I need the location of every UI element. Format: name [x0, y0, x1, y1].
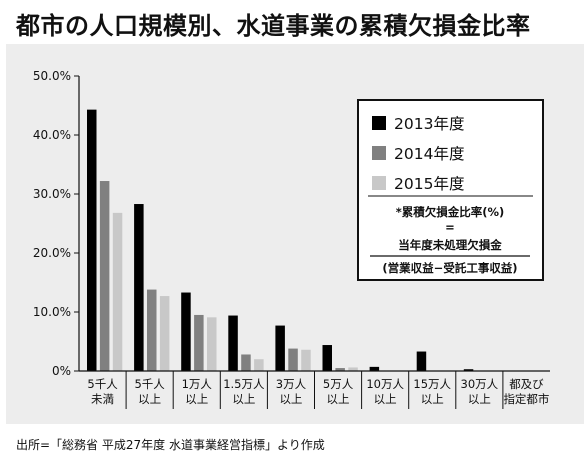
y-tick-label: 40.0%	[33, 128, 71, 142]
legend: *累積欠損金比率(%) = 当年度未処理欠損金 (営業収益−受託工事収益) 20…	[357, 99, 544, 281]
category-label: 5千人	[87, 377, 118, 391]
bar-2014年度-0	[99, 181, 110, 371]
bar-2013年度-8	[463, 369, 474, 371]
category-label: 以上	[468, 392, 491, 406]
bar-2014年度-3	[241, 354, 251, 371]
formula-line4: (営業収益−受託工事収益)	[382, 261, 517, 275]
category-label: 以上	[138, 392, 161, 406]
bar-2013年度-7	[416, 351, 427, 371]
legend-label: 2014年度	[394, 145, 464, 163]
bar-2015年度-2	[207, 317, 217, 371]
category-label: 以上	[232, 392, 255, 406]
category-label: 30万人	[461, 377, 499, 391]
category-label: 未満	[91, 392, 114, 406]
bar-2015年度-4	[301, 349, 311, 371]
bar-2013年度-5	[322, 345, 332, 371]
category-label: 5千人	[134, 377, 165, 391]
legend-label: 2015年度	[394, 175, 464, 193]
legend-box	[357, 99, 544, 281]
formula-line2: =	[445, 220, 455, 234]
formula-line3: 当年度未処理欠損金	[398, 238, 502, 252]
y-tick-label: 30.0%	[33, 187, 71, 201]
bar-2013年度-6	[369, 366, 380, 371]
legend-swatch	[372, 116, 386, 130]
category-label: 5万人	[323, 377, 354, 391]
source-note: 出所=「総務省 平成27年度 水道事業経営指標」より作成	[16, 438, 325, 452]
bar-2013年度-4	[275, 325, 285, 371]
category-label: 1万人	[182, 377, 213, 391]
legend-swatch	[372, 176, 386, 190]
category-label: 15万人	[413, 377, 451, 391]
bar-2013年度-1	[134, 204, 144, 371]
category-label: 以上	[374, 392, 397, 406]
category-label: 以上	[327, 392, 350, 406]
category-label: 10万人	[366, 377, 404, 391]
bar-2014年度-4	[288, 348, 298, 371]
category-label: 指定都市	[503, 392, 549, 406]
category-label: 以上	[185, 392, 208, 406]
category-label: 都及び	[509, 377, 544, 391]
bar-2014年度-5	[335, 368, 345, 371]
bar-2015年度-3	[254, 359, 264, 371]
bar-2015年度-5	[348, 367, 358, 371]
bar-2013年度-3	[228, 315, 238, 371]
bar-2013年度-2	[181, 292, 191, 371]
bar-2015年度-0	[112, 212, 123, 371]
y-tick-label: 20.0%	[33, 246, 71, 260]
legend-swatch	[372, 146, 386, 160]
category-label: 1.5万人	[223, 377, 265, 391]
y-tick-label: 0%	[52, 364, 71, 378]
formula-line1: *累積欠損金比率(%)	[396, 205, 505, 219]
category-label: 以上	[279, 392, 302, 406]
bar-2013年度-0	[87, 109, 97, 371]
bar-2014年度-2	[194, 314, 204, 371]
bar-2015年度-1	[159, 296, 170, 371]
y-tick-label: 50.0%	[33, 69, 71, 83]
y-tick-label: 10.0%	[33, 305, 71, 319]
chart-title: 都市の人口規模別、水道事業の累積欠損金比率	[16, 12, 531, 40]
legend-label: 2013年度	[394, 115, 464, 133]
category-label: 以上	[421, 392, 444, 406]
category-label: 3万人	[276, 377, 307, 391]
bar-2014年度-1	[147, 289, 157, 371]
